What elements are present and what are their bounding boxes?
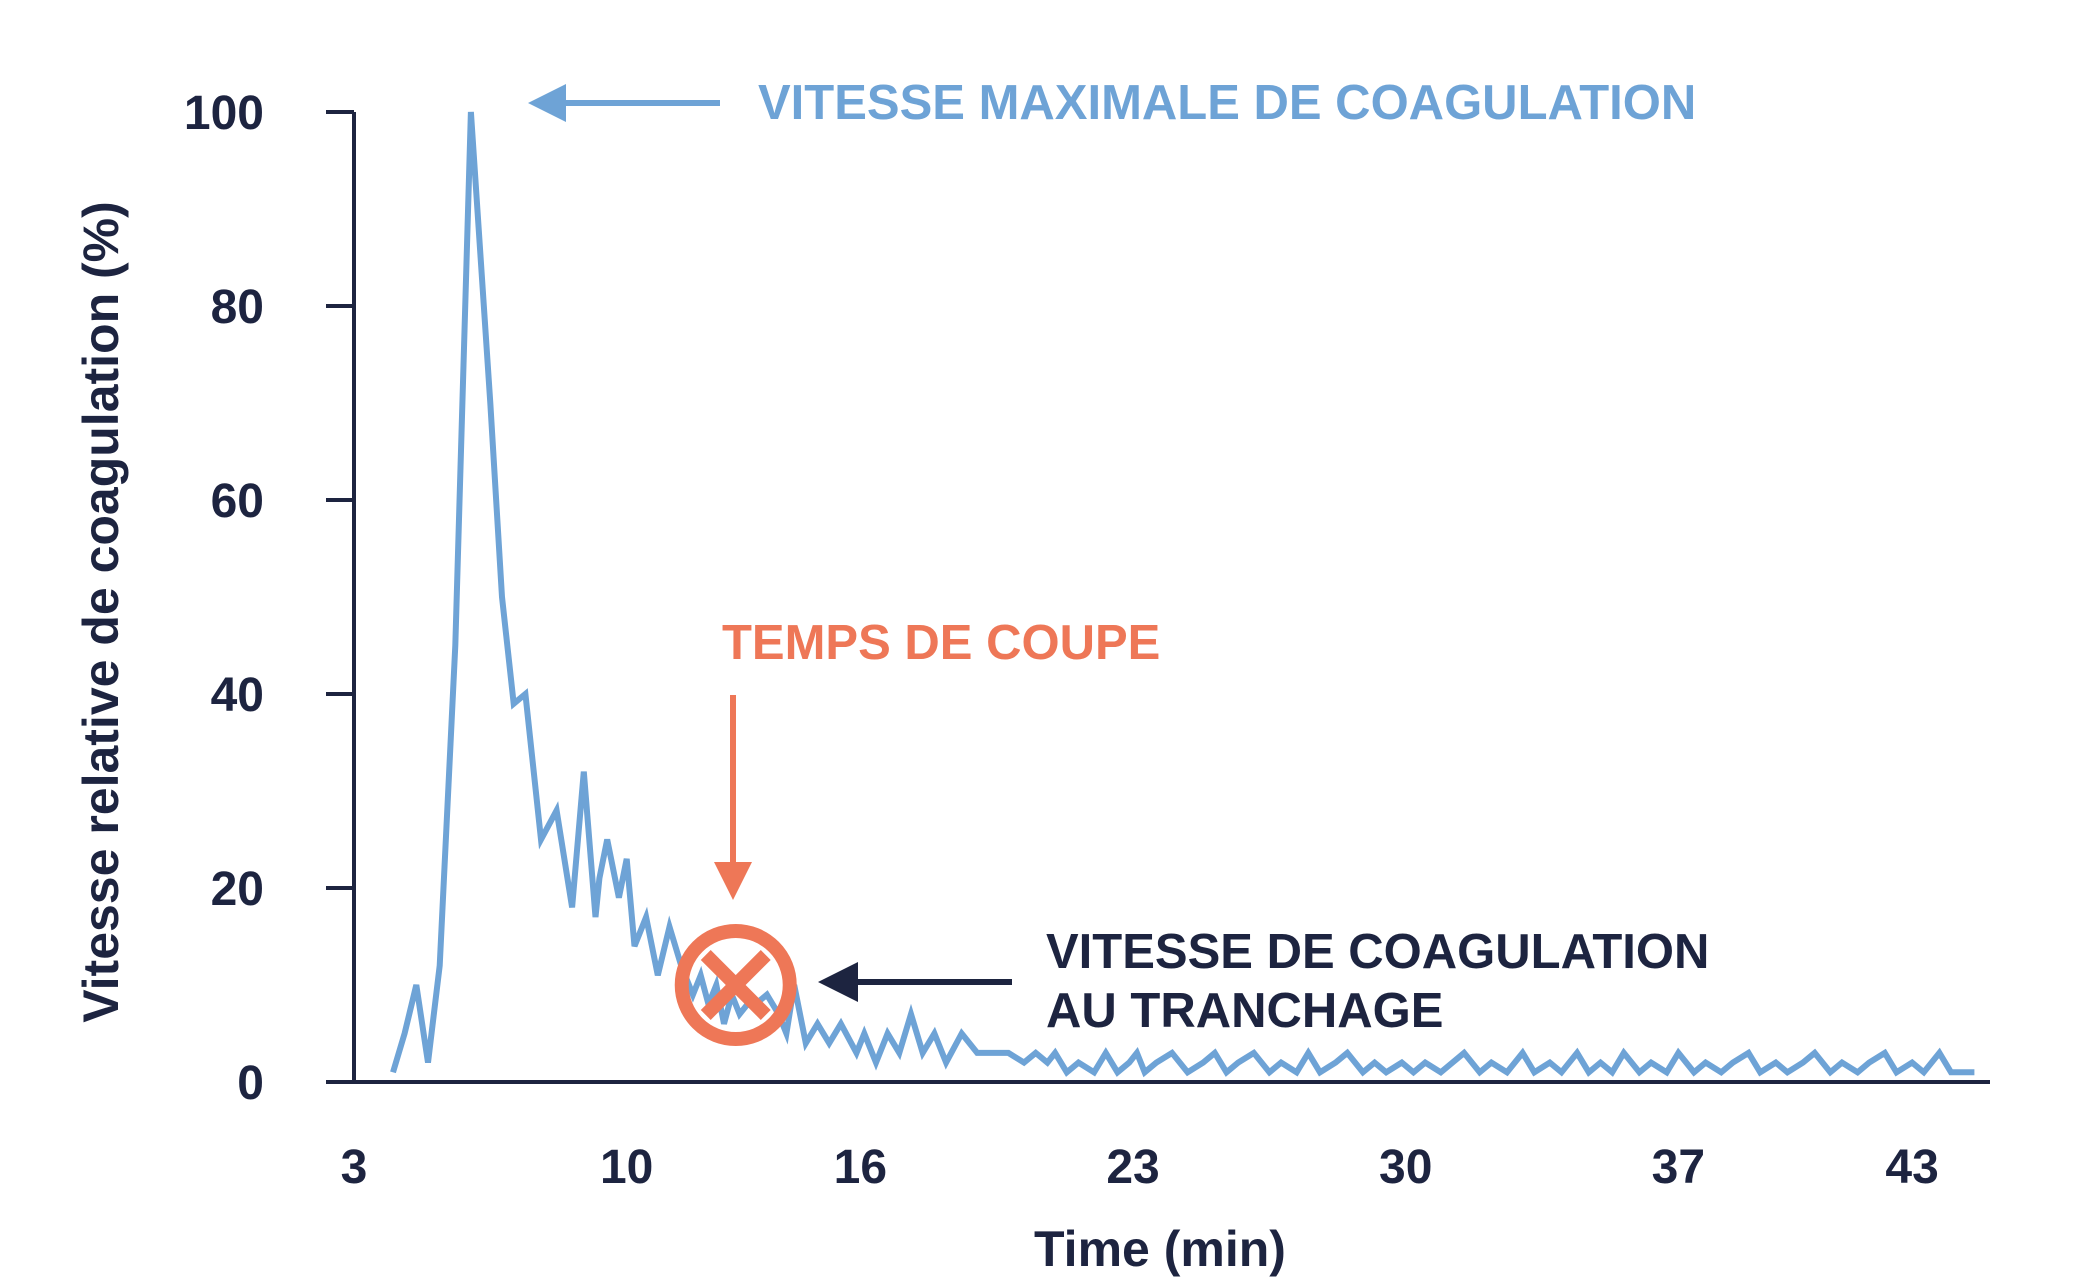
arrow-head-icon <box>714 862 752 900</box>
y-axis-title: Vitesse relative de coagulation (%) <box>73 201 129 1023</box>
x-tick-label: 30 <box>1379 1141 1432 1194</box>
y-tick-label: 20 <box>211 863 264 916</box>
series-line <box>390 111 1975 1078</box>
axes <box>326 112 1990 1084</box>
series-layer <box>390 111 1975 1078</box>
annotation-cutting-time: TEMPS DE COUPE <box>714 616 1160 900</box>
x-tick-label: 23 <box>1106 1141 1159 1194</box>
annotation-slicing-rate-line1: VITESSE DE COAGULATION <box>1046 925 1709 979</box>
x-tick-label: 37 <box>1652 1141 1705 1194</box>
arrow-head-icon <box>528 84 566 122</box>
arrow-head-icon <box>818 962 858 1002</box>
x-tick-label: 10 <box>600 1141 653 1194</box>
x-axis-title: Time (min) <box>1034 1221 1286 1277</box>
x-tick-label: 16 <box>834 1141 887 1194</box>
y-ticks: 0 20 40 60 80 100 <box>184 87 354 1110</box>
y-tick-label: 100 <box>184 87 264 140</box>
y-tick-label: 40 <box>211 669 264 722</box>
marker-cross-line <box>700 950 771 1020</box>
annotation-max-rate-label: VITESSE MAXIMALE DE COAGULATION <box>758 76 1696 130</box>
x-tick-label: 3 <box>341 1141 368 1194</box>
annotation-slicing-rate-line2: AU TRANCHAGE <box>1046 984 1443 1038</box>
annotation-cutting-time-label: TEMPS DE COUPE <box>722 616 1160 670</box>
annotation-max-rate: VITESSE MAXIMALE DE COAGULATION <box>528 76 1696 130</box>
annotation-slicing-rate: VITESSE DE COAGULATION AU TRANCHAGE <box>818 925 1709 1038</box>
y-tick-label: 60 <box>211 475 264 528</box>
x-ticks: 3 10 16 23 30 37 43 <box>341 1141 1939 1194</box>
y-tick-label: 0 <box>237 1057 264 1110</box>
x-tick-label: 43 <box>1885 1141 1938 1194</box>
circle-x-icon <box>674 924 797 1046</box>
marker-circle <box>674 924 797 1046</box>
y-tick-label: 80 <box>211 281 264 334</box>
